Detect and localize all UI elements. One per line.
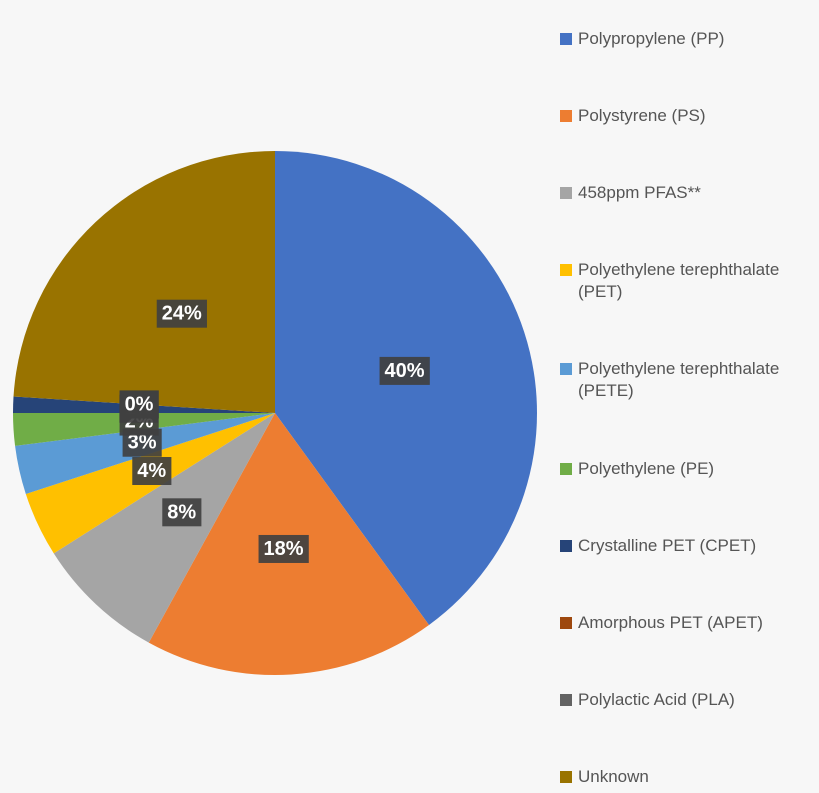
data-label: 18% (258, 534, 309, 563)
legend-swatch (560, 539, 572, 552)
pie-slice (275, 151, 537, 625)
legend-item: Amorphous PET (APET) (560, 612, 815, 634)
data-label: 0% (119, 390, 159, 419)
pie-slice (53, 413, 275, 643)
data-label-box (156, 299, 207, 328)
legend-swatch (560, 363, 572, 376)
legend-swatch (560, 187, 572, 200)
data-label: 40% (379, 356, 430, 385)
legend-label: Polyethylene terephthalate (PETE) (578, 359, 780, 401)
legend-item: Polyethylene (PE) (560, 458, 815, 480)
legend-item: Polyethylene terephthalate (PETE) (560, 358, 815, 402)
data-label-box (379, 356, 430, 385)
data-label-text: 40% (385, 360, 425, 382)
data-label-box (132, 457, 172, 486)
legend-label: 458ppm PFAS** (578, 183, 701, 203)
pie-area: 40%18%8%4%3%2%1%0%0%24% (13, 151, 537, 675)
data-label-text: 18% (264, 538, 304, 560)
legend-label: Polystyrene (PS) (578, 106, 706, 126)
legend-swatch (560, 770, 572, 783)
legend-swatch (560, 616, 572, 629)
legend-swatch (560, 110, 572, 123)
legend-label: Unknown (578, 766, 649, 786)
data-label-text: 3% (128, 432, 157, 454)
legend-item: Polyethylene terephthalate (PET) (560, 259, 815, 303)
legend-item: Polypropylene (PP) (560, 28, 815, 50)
data-label: 4% (132, 457, 172, 486)
legend-item: 458ppm PFAS** (560, 182, 815, 204)
legend: Polypropylene (PP) Polystyrene (PS) 458ppm… (560, 28, 815, 788)
legend-swatch (560, 462, 572, 475)
data-label-text: 4% (137, 460, 166, 482)
data-label-box (119, 390, 159, 419)
data-label: 24% (156, 299, 207, 328)
legend-swatch (560, 33, 572, 45)
legend-label: Polyethylene (PE) (578, 458, 715, 478)
legend-item: Unknown (560, 766, 815, 788)
data-label-text: 24% (162, 303, 202, 325)
data-label-box (258, 534, 309, 563)
legend-item: Polylactic Acid (PLA) (560, 689, 815, 711)
legend-label: Polyethylene terephthalate (PET) (578, 260, 780, 302)
legend-swatch (560, 264, 572, 277)
legend-item: Polystyrene (PS) (560, 105, 815, 127)
legend-item: Crystalline PET (CPET) (560, 535, 815, 557)
data-label-text: 0% (125, 393, 154, 415)
legend-label: Polylactic Acid (PLA) (578, 689, 735, 709)
data-label-text: 8% (167, 501, 196, 523)
legend-label: Crystalline PET (CPET) (578, 535, 757, 555)
legend-swatch (560, 693, 572, 706)
legend-label: Amorphous PET (APET) (578, 612, 763, 632)
data-label: 8% (162, 498, 202, 527)
data-label-box (162, 498, 202, 527)
pie-slice (13, 151, 275, 413)
legend-label: Polypropylene (PP) (578, 29, 725, 48)
